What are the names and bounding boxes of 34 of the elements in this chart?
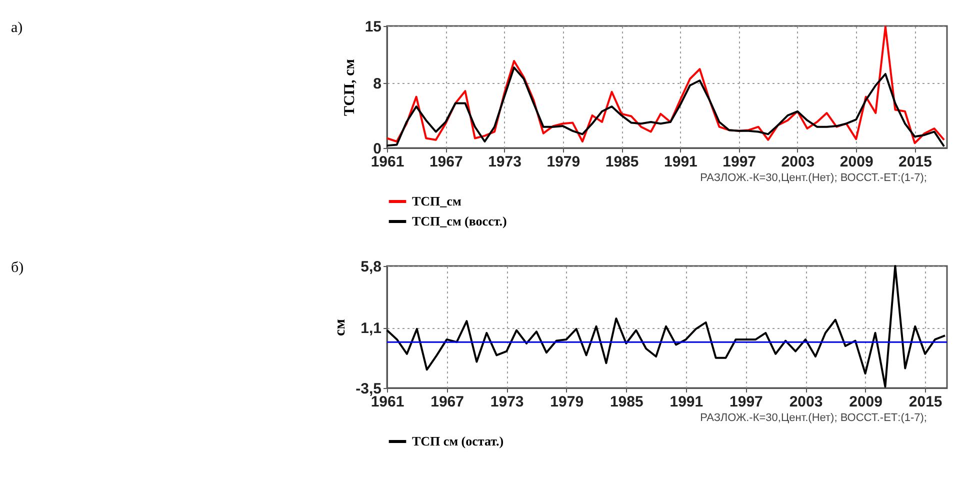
y-tick-label: 15 [364,18,382,36]
y-tick-label: 1,1 [360,320,382,338]
legend-label: ТСП_см (восст.) [412,214,507,228]
line-series [386,66,946,148]
y-tick-label: -3,5 [356,380,382,398]
x-tick-label: 2009 [849,394,882,410]
x-tick-label: 1967 [429,154,463,170]
x-tick-label: 1991 [664,154,698,170]
x-tick-label: 2003 [781,154,815,170]
text: РАЗЛОЖ.-К=30,Цент.(Нет); ВОССТ.-ЕТ:(1-7); [700,172,927,184]
x-tick-label: 2009 [840,154,874,170]
x-tick-label: 1997 [730,394,763,410]
y-axis-title: ТСП, см [342,59,358,116]
x-tick-label: 1997 [722,154,756,170]
x-tick-label: 1979 [550,394,584,410]
legend-label: ТСП_см [412,194,462,208]
x-tick-label: 1985 [605,154,639,170]
x-tick-label: 1973 [490,394,524,410]
x-tick-label: 1985 [610,394,644,410]
x-tick-label: 2015 [908,394,942,410]
line-series [386,26,946,144]
x-tick-label: 1967 [430,394,464,410]
y-tick-label: 5,8 [360,258,382,276]
y-tick-label: 8 [373,75,382,92]
x-tick-label: 1979 [546,154,580,170]
x-tick-label: 2003 [789,394,823,410]
text: РАЗЛОЖ.-К=30,Цент.(Нет); ВОССТ.-ЕТ:(1-7); [700,412,927,424]
x-tick-label: 1991 [670,394,704,410]
x-tick-label: 1973 [488,154,522,170]
legend-label: ТСП см (остат.) [412,434,504,448]
x-tick-label: 2015 [898,154,932,170]
y-axis-title: см [332,319,349,336]
text: а) [11,20,23,36]
text: б) [11,260,24,276]
